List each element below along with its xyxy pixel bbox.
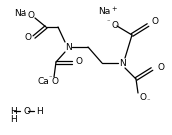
Text: H: H xyxy=(10,116,17,124)
Text: H: H xyxy=(36,107,43,116)
Text: O: O xyxy=(76,58,83,67)
Text: O: O xyxy=(157,63,164,72)
Text: O: O xyxy=(28,11,35,19)
Text: +: + xyxy=(111,6,116,12)
Text: O: O xyxy=(23,107,30,116)
Text: N: N xyxy=(65,43,71,51)
Text: O: O xyxy=(52,77,59,87)
Text: Na: Na xyxy=(98,8,110,16)
Text: ⁻: ⁻ xyxy=(49,75,52,81)
Text: O: O xyxy=(112,21,119,30)
Text: O: O xyxy=(24,33,31,41)
Text: Na: Na xyxy=(14,9,26,18)
Text: O: O xyxy=(152,18,159,26)
Text: ·: · xyxy=(24,6,26,16)
Text: H: H xyxy=(10,107,17,116)
Text: ⁻: ⁻ xyxy=(146,98,150,104)
Text: O: O xyxy=(140,92,147,102)
Text: ⁻: ⁻ xyxy=(107,19,110,25)
Text: Ca: Ca xyxy=(37,77,49,85)
Text: N: N xyxy=(119,58,125,68)
